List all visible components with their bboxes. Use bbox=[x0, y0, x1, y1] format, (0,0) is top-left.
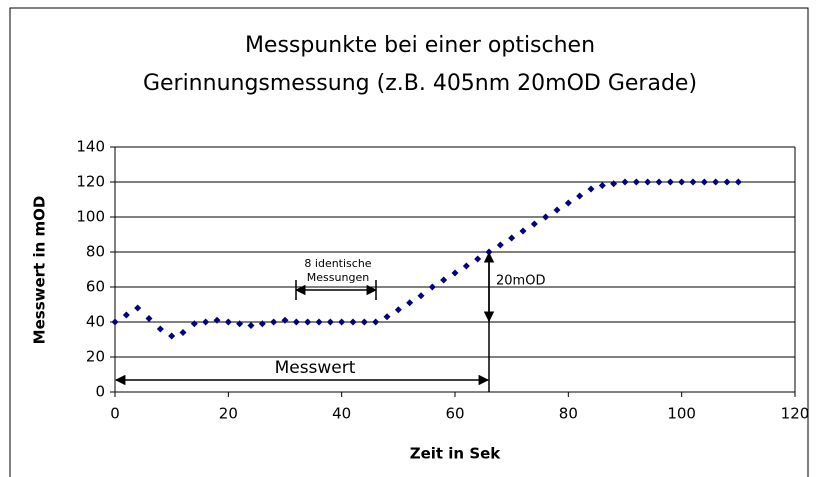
data-point bbox=[383, 313, 391, 321]
data-point bbox=[576, 192, 584, 200]
data-point bbox=[372, 318, 380, 326]
data-point bbox=[258, 320, 266, 328]
data-point bbox=[179, 329, 187, 336]
data-point bbox=[394, 306, 402, 314]
data-point bbox=[326, 318, 334, 326]
x-tick-label: 40 bbox=[332, 405, 351, 423]
data-point bbox=[542, 213, 550, 221]
annotation: 8 identische bbox=[304, 257, 371, 270]
data-point bbox=[598, 182, 606, 189]
annotation: Messwert bbox=[275, 358, 356, 378]
data-point bbox=[587, 185, 595, 193]
data-point bbox=[666, 178, 674, 186]
data-point bbox=[338, 318, 346, 326]
y-tick-label: 140 bbox=[76, 138, 105, 156]
data-point bbox=[156, 325, 164, 333]
y-tick-label: 0 bbox=[95, 383, 105, 401]
data-point bbox=[145, 315, 153, 322]
data-point bbox=[632, 178, 640, 186]
y-axis-label: Messwert in mOD bbox=[31, 196, 49, 345]
data-point bbox=[530, 220, 538, 228]
x-tick-label: 60 bbox=[445, 405, 464, 423]
data-point bbox=[644, 178, 652, 186]
data-point bbox=[678, 178, 686, 186]
y-tick-label: 120 bbox=[76, 173, 105, 191]
data-point bbox=[224, 318, 232, 326]
data-point bbox=[292, 318, 300, 326]
plot-area: 0 20 40 60 80 100 120 140 0 20 40 60 80 100 120 bbox=[76, 138, 809, 423]
x-tick-label: 100 bbox=[667, 405, 696, 423]
y-tick-label: 60 bbox=[86, 278, 105, 296]
data-point bbox=[236, 320, 244, 328]
data-point bbox=[304, 318, 312, 326]
data-point bbox=[655, 178, 663, 186]
data-point bbox=[428, 283, 436, 291]
data-point bbox=[360, 318, 368, 326]
data-point bbox=[190, 320, 198, 328]
chart-title: Gerinnungsmessung (z.B. 405nm 20mOD Gera… bbox=[143, 71, 697, 96]
data-point bbox=[621, 178, 629, 186]
y-tick-label: 40 bbox=[86, 313, 105, 331]
x-tick-label: 0 bbox=[110, 405, 120, 423]
data-point bbox=[508, 234, 516, 242]
data-point bbox=[474, 255, 482, 263]
data-point bbox=[315, 318, 323, 326]
data-point bbox=[564, 199, 572, 207]
data-point bbox=[247, 322, 255, 329]
data-point bbox=[700, 178, 708, 186]
data-point bbox=[723, 178, 731, 186]
data-point bbox=[213, 316, 221, 324]
data-point bbox=[610, 180, 618, 188]
data-point bbox=[281, 316, 289, 324]
data-point bbox=[349, 318, 357, 326]
annotation: Messungen bbox=[307, 271, 369, 284]
data-point bbox=[417, 292, 425, 300]
data-point bbox=[712, 178, 720, 186]
data-point bbox=[451, 269, 459, 277]
x-tick-label: 120 bbox=[781, 405, 810, 423]
data-point bbox=[519, 227, 527, 235]
x-axis-label: Zeit in Sek bbox=[410, 445, 502, 463]
data-point bbox=[168, 332, 176, 340]
x-tick-label: 80 bbox=[559, 405, 578, 423]
chart-title: Messpunkte bei einer optischen bbox=[245, 33, 595, 58]
data-point bbox=[689, 178, 697, 186]
y-tick-label: 20 bbox=[86, 348, 105, 366]
data-point bbox=[111, 318, 119, 326]
y-tick-label: 80 bbox=[86, 243, 105, 261]
data-point bbox=[496, 241, 504, 249]
chart-frame bbox=[9, 7, 809, 477]
x-tick-label: 20 bbox=[219, 405, 238, 423]
data-point bbox=[734, 178, 742, 186]
data-point bbox=[440, 276, 448, 284]
annotation: 20mOD bbox=[496, 274, 545, 289]
data-point bbox=[553, 206, 561, 214]
data-point bbox=[406, 299, 414, 307]
y-tick-label: 100 bbox=[76, 208, 105, 226]
data-point bbox=[134, 304, 142, 312]
data-point bbox=[270, 318, 278, 326]
data-point bbox=[122, 311, 130, 319]
data-point bbox=[462, 262, 470, 270]
annotations: 8 identische Messungen 20mOD Messwert bbox=[114, 251, 545, 392]
data-point bbox=[202, 318, 210, 326]
